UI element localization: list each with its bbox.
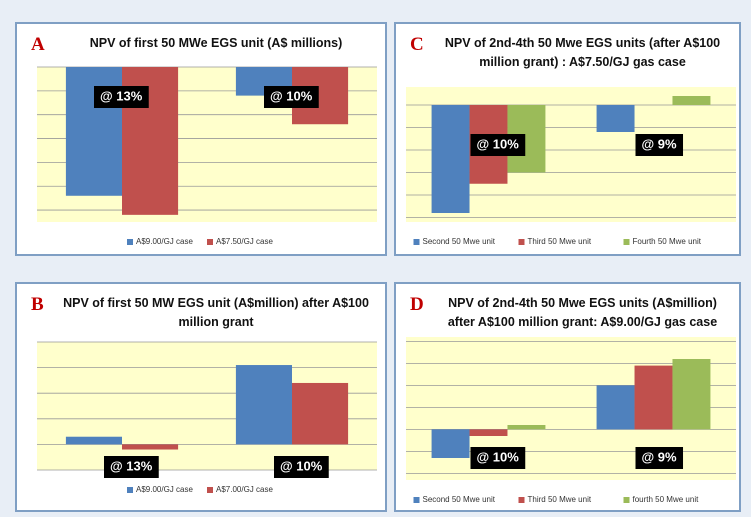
chart: @ 13% @ 10% A$9.00/GJ case A$7.00/GJ case (37, 341, 377, 494)
chart-title: NPV of first 50 MW EGS unit (A$million) … (63, 296, 369, 329)
bar (122, 444, 179, 450)
legend-swatch (207, 487, 213, 493)
annotation-box (470, 447, 526, 469)
annotation-box (635, 134, 684, 156)
legend-label: Second 50 Mwe unit (423, 237, 496, 246)
legend-swatch (413, 497, 420, 503)
legend-swatch (623, 239, 630, 245)
legend-label: fourth 50 Mwe unit (633, 495, 700, 504)
legend-label: A$9.00/GJ case (136, 237, 193, 246)
annotation: @ 10% (477, 136, 520, 151)
bar (507, 425, 546, 430)
bar (431, 429, 470, 458)
annotation-box (104, 456, 159, 478)
chart: @ 13% @ 10% A$9.00/GJ case A$7.50/GJ case (37, 66, 377, 246)
chart-title: NPV of 2nd-4th 50 Mwe EGS units (A$milli… (447, 296, 718, 329)
annotation: @ 9% (642, 449, 678, 464)
chart-title: NPV of first 50 MWe EGS unit (A$ million… (89, 36, 343, 50)
bar (469, 429, 508, 436)
annotation-box (635, 447, 684, 469)
legend-label: A$9.00/GJ case (136, 485, 193, 494)
annotation: @ 10% (270, 88, 313, 103)
legend-label: Second 50 Mwe unit (423, 495, 496, 504)
annotation-box (274, 456, 329, 478)
chart-panel: @ 13% @ 10% A$9.00/GJ case A$7.50/GJ case A N… (15, 22, 387, 256)
legend-label: A$7.50/GJ case (216, 237, 273, 246)
chart: @ 10% @ 9% Second 50 Mwe unit Third 50 Mwe … (406, 87, 736, 246)
panel-label: A (31, 34, 45, 55)
annotation: @ 13% (110, 458, 153, 473)
legend-swatch (623, 497, 630, 503)
bar (596, 105, 635, 132)
legend-label: Third 50 Mwe unit (528, 237, 592, 246)
legend-label: A$7.00/GJ case (216, 485, 273, 494)
bar (431, 105, 470, 213)
annotation: @ 10% (280, 458, 323, 473)
legend-swatch (127, 239, 133, 245)
bar (672, 359, 711, 430)
annotation: @ 13% (100, 88, 143, 103)
legend-swatch (518, 239, 525, 245)
legend-swatch (413, 239, 420, 245)
chart: @ 10% @ 9% Second 50 Mwe unit Third 50 Mwe … (406, 337, 736, 504)
legend-swatch (207, 239, 213, 245)
annotation-box (264, 86, 319, 108)
bar (634, 365, 673, 430)
bar (596, 385, 635, 430)
chart-panel: @ 13% @ 10% A$9.00/GJ case A$7.00/GJ case B N… (15, 282, 387, 512)
annotation-box (470, 134, 526, 156)
panel-label: D (410, 294, 424, 315)
panel-label: C (410, 34, 424, 55)
legend-swatch (127, 487, 133, 493)
bar (292, 382, 349, 445)
chart-panel: @ 10% @ 9% Second 50 Mwe unit Third 50 Mwe … (394, 282, 741, 512)
panel-label: B (31, 294, 44, 315)
chart-panel: @ 10% @ 9% Second 50 Mwe unit Third 50 Mwe … (394, 22, 741, 256)
annotation: @ 9% (642, 136, 678, 151)
legend-swatch (518, 497, 525, 503)
annotation-box (94, 86, 149, 108)
annotation: @ 10% (477, 449, 520, 464)
bar (235, 365, 292, 445)
bar (65, 436, 122, 445)
legend-label: Fourth 50 Mwe unit (633, 237, 702, 246)
legend-label: Third 50 Mwe unit (528, 495, 592, 504)
chart-title: NPV of 2nd-4th 50 Mwe EGS units (after A… (444, 36, 721, 69)
bar (672, 96, 711, 105)
